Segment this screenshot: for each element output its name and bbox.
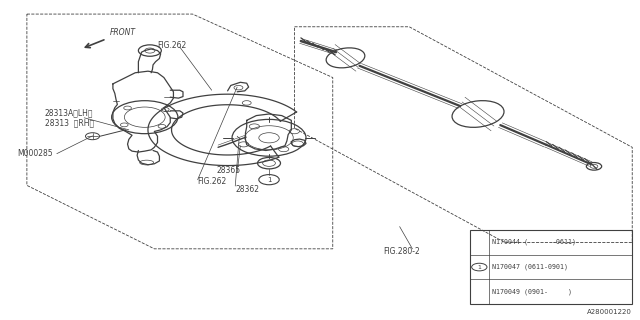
Text: N170047 (0611-0901): N170047 (0611-0901)	[492, 264, 568, 270]
Text: 28365: 28365	[217, 166, 241, 175]
Text: M000285: M000285	[17, 149, 53, 158]
Text: 1: 1	[267, 177, 271, 183]
Bar	[470, 230, 632, 304]
Text: N170049 (0901-     ): N170049 (0901- )	[492, 289, 572, 295]
Text: 28313  〈RH〉: 28313 〈RH〉	[45, 118, 94, 127]
Text: 1: 1	[477, 265, 481, 269]
Text: A280001220: A280001220	[588, 309, 632, 315]
Text: FIG.280-2: FIG.280-2	[384, 247, 420, 257]
Text: FRONT: FRONT	[109, 28, 136, 37]
Text: 28313A〈LH〉: 28313A〈LH〉	[45, 108, 93, 117]
Text: FIG.262: FIG.262	[157, 41, 187, 50]
Text: FIG.262: FIG.262	[198, 177, 227, 186]
Text: 28362: 28362	[236, 185, 259, 194]
Text: N170044 (      -0611): N170044 ( -0611)	[492, 239, 576, 245]
